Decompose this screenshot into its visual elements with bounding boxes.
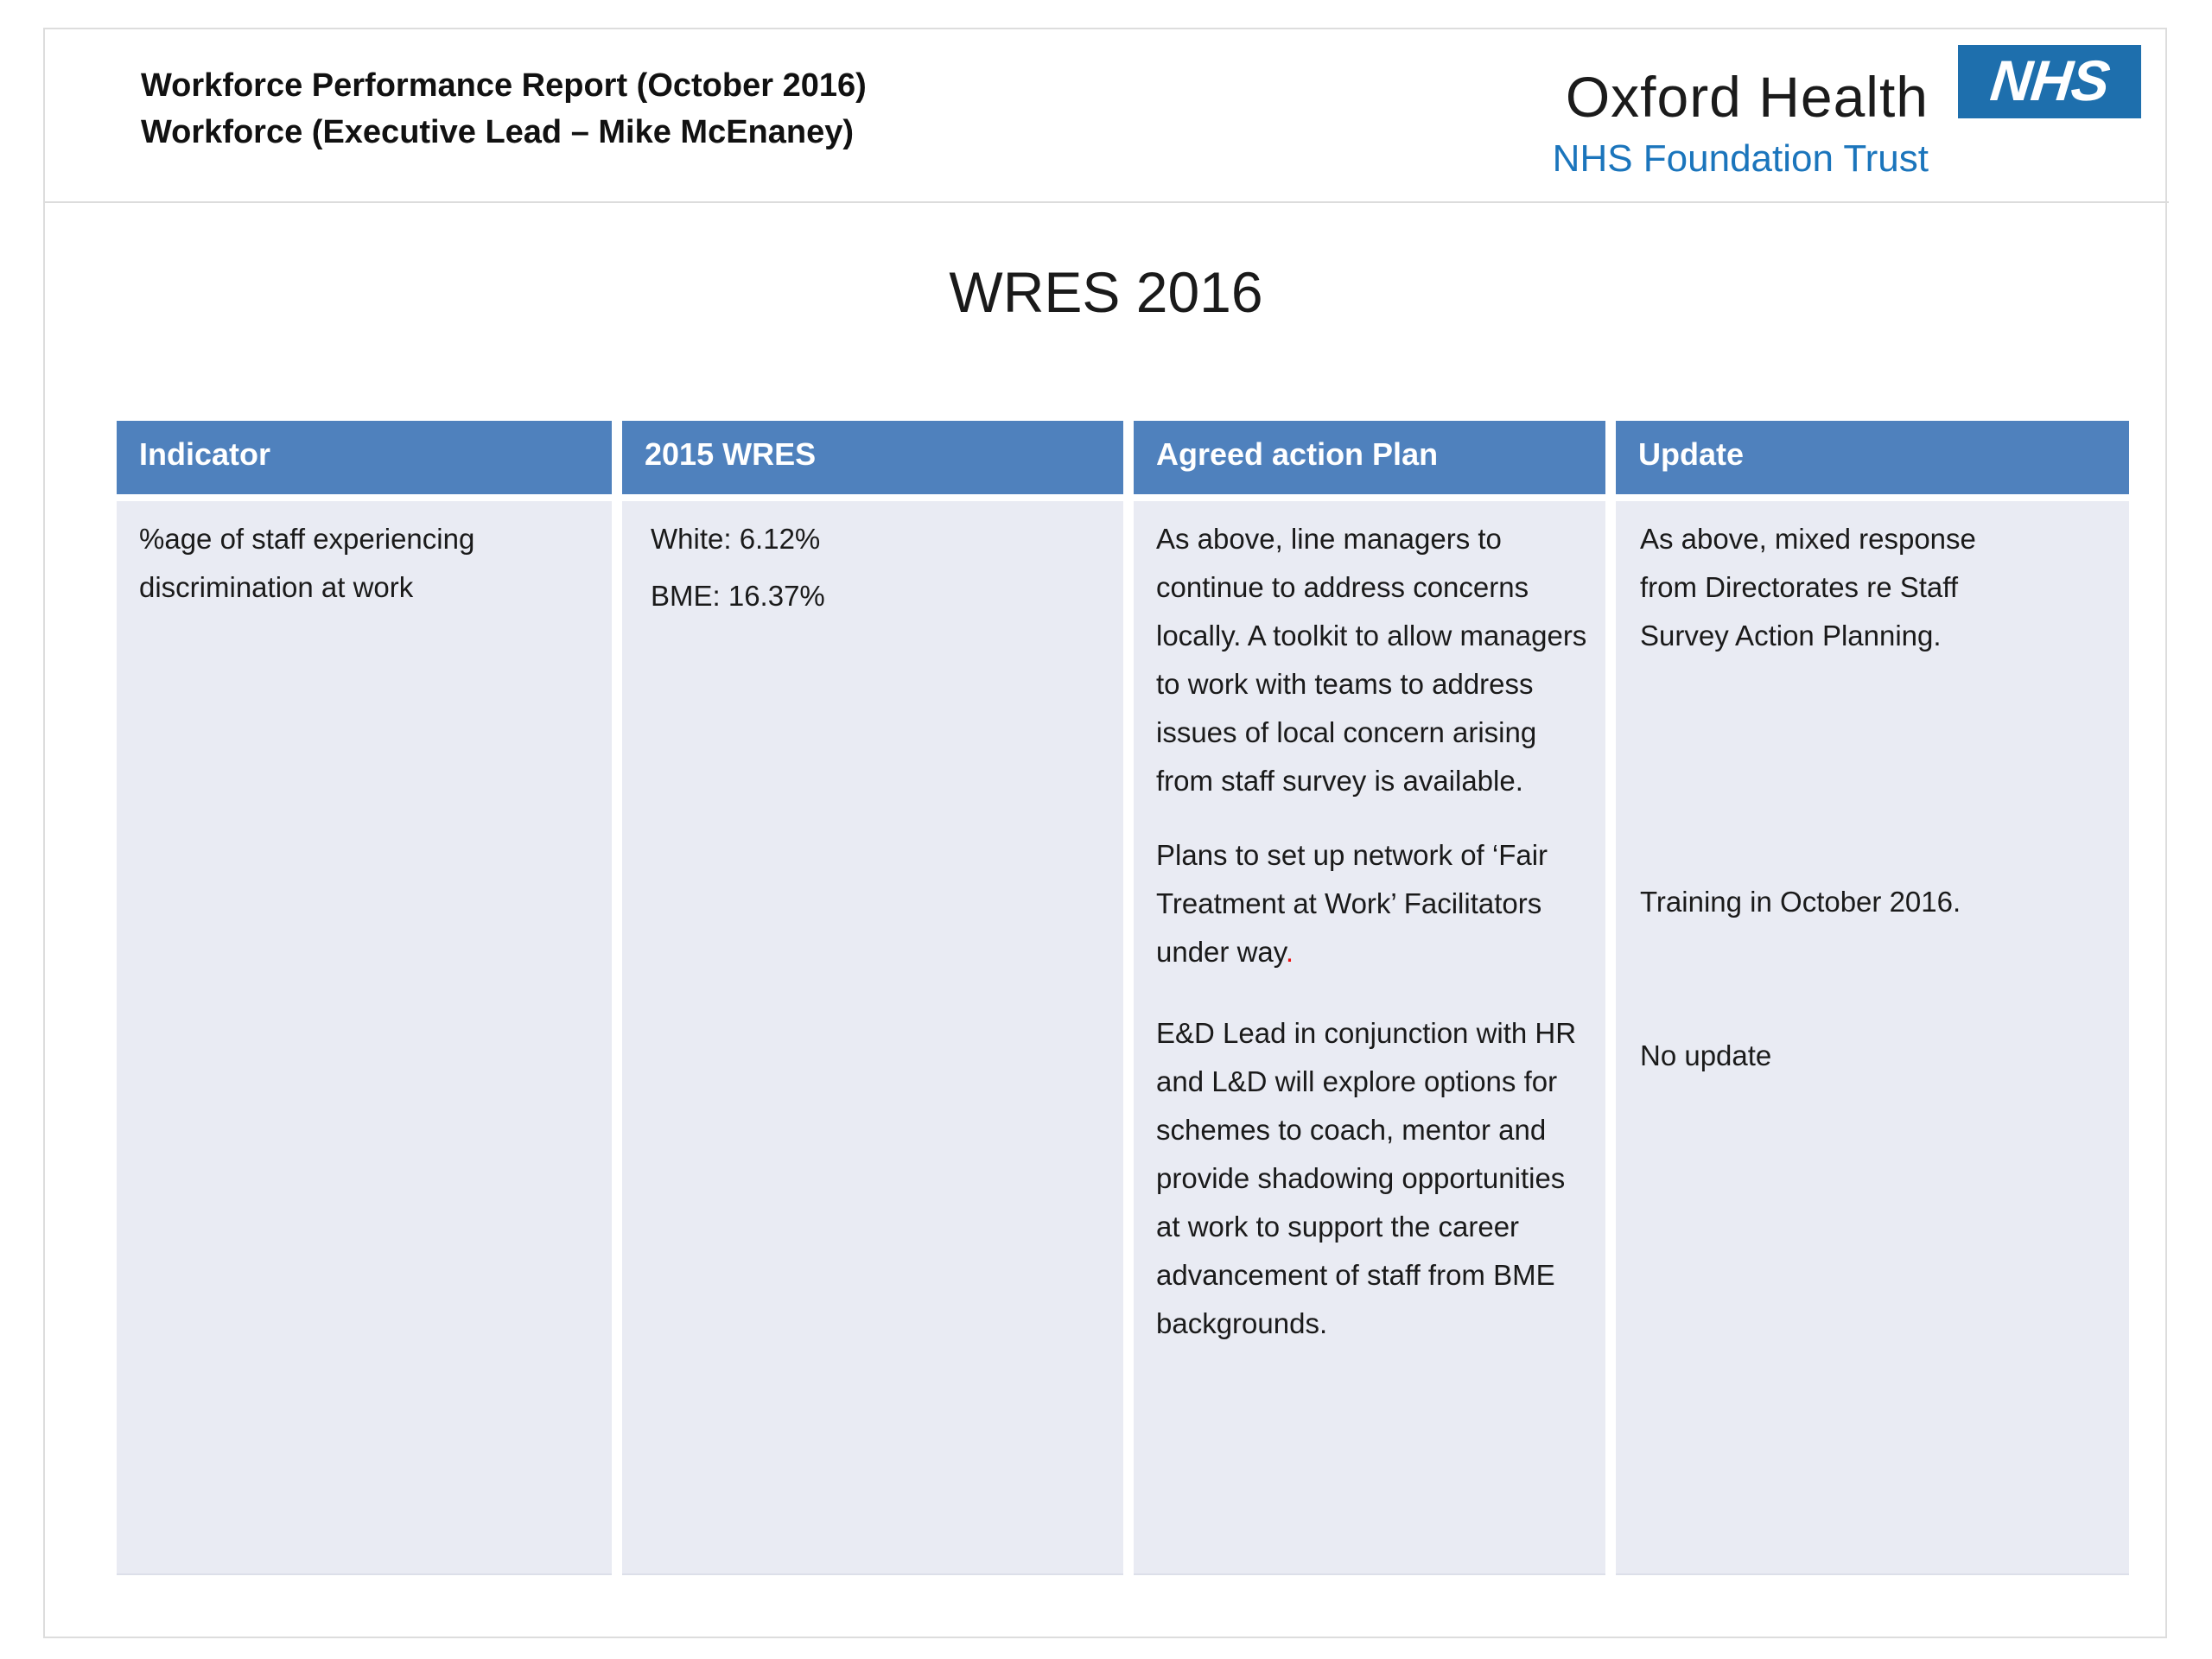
report-title: Workforce Performance Report (October 20…: [141, 62, 867, 156]
column-header-2015-wres: 2015 WRES: [622, 421, 1123, 494]
nhs-logo-text: NHS: [1987, 48, 2113, 112]
action-plan-paragraph-2-text: Plans to set up network of ‘Fair Treatme…: [1156, 839, 1548, 968]
update-item-1: As above, mixed response from Directorat…: [1640, 523, 1976, 652]
org-subtitle: NHS Foundation Trust: [1552, 137, 1929, 180]
report-title-line2: Workforce (Executive Lead – Mike McEnane…: [141, 114, 855, 150]
cell-indicator: %age of staff experiencing discriminatio…: [117, 501, 612, 1575]
update-item-2: Training in October 2016.: [1640, 886, 1961, 918]
column-header-indicator: Indicator: [117, 421, 612, 494]
action-plan-paragraph-2: Plans to set up network of ‘Fair Treatme…: [1156, 831, 1588, 976]
column-header-agreed-action-plan: Agreed action Plan: [1134, 421, 1605, 494]
report-title-line1: Workforce Performance Report (October 20…: [141, 67, 867, 104]
wres-table: Indicator 2015 WRES Agreed action Plan U…: [117, 421, 2129, 1575]
cell-2015-wres: White: 6.12% BME: 16.37%: [622, 501, 1123, 1575]
cell-agreed-action-plan: As above, line managers to continue to a…: [1134, 501, 1605, 1575]
nhs-logo: NHS: [1958, 45, 2141, 118]
cell-update: As above, mixed response from Directorat…: [1616, 501, 2129, 1575]
wres-bme-value: BME: 16.37%: [651, 580, 825, 612]
action-plan-red-period: .: [1285, 936, 1294, 968]
action-plan-paragraph-3: E&D Lead in conjunction with HR and L&D …: [1156, 1009, 1588, 1348]
action-plan-paragraph-3-text: E&D Lead in conjunction with HR and L&D …: [1156, 1017, 1577, 1339]
column-header-update: Update: [1616, 421, 2129, 494]
section-title: WRES 2016: [949, 260, 1263, 324]
wres-white-value: White: 6.12%: [651, 523, 821, 555]
indicator-text: %age of staff experiencing discriminatio…: [139, 523, 475, 603]
update-item-3: No update: [1640, 1039, 1772, 1071]
action-plan-paragraph-1: As above, line managers to continue to a…: [1156, 515, 1588, 805]
org-logo-block: Oxford Health NHS Foundation Trust: [1553, 64, 1929, 181]
action-plan-paragraph-1-text: As above, line managers to continue to a…: [1156, 523, 1587, 797]
header-divider: [43, 201, 2169, 203]
org-name: Oxford Health: [1565, 65, 1929, 129]
